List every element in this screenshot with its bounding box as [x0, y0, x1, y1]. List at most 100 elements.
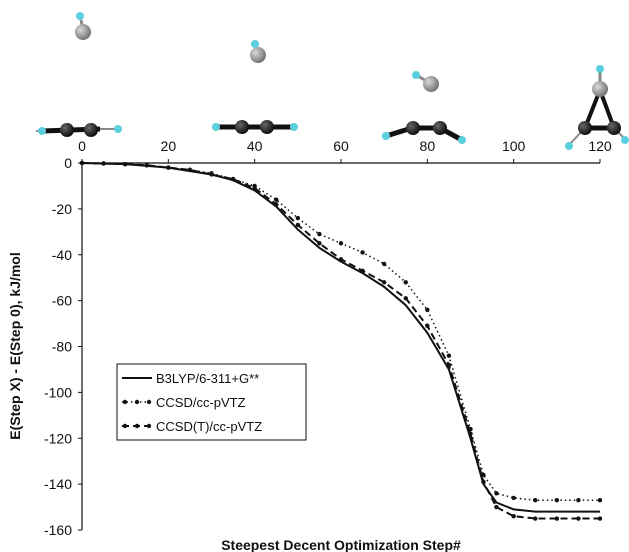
legend-marker [134, 399, 140, 405]
series-layer [79, 160, 603, 521]
carbon-atom [607, 121, 621, 135]
metal-atom [250, 47, 266, 63]
series-3-point [533, 516, 538, 521]
hydrogen-atom [382, 132, 390, 140]
series-2-point [295, 215, 301, 221]
series-2-point [446, 353, 452, 358]
series-3-point [494, 504, 499, 510]
y-tick-label: -20 [52, 201, 72, 217]
series-2-point [338, 241, 344, 246]
hydrogen-atom [290, 123, 298, 131]
series-2-point [481, 472, 486, 478]
series-3-point [511, 514, 516, 519]
molecule-step-40 [212, 40, 298, 134]
series-2-point [274, 197, 279, 202]
series-2-point [360, 250, 365, 255]
series-2-point [403, 280, 408, 285]
molecule-step-120 [565, 65, 629, 150]
legend-label-1: B3LYP/6-311+G** [156, 371, 259, 386]
series-3-point [295, 222, 301, 228]
legend-marker [146, 399, 152, 405]
series-2-point [425, 307, 430, 312]
hydrogen-atom [596, 65, 604, 73]
y-tick-label: -40 [52, 247, 72, 263]
series-2-point [494, 491, 499, 496]
legend-marker [134, 423, 140, 429]
series-3-point [122, 161, 128, 167]
series-2-point [381, 261, 387, 267]
series-3-point [425, 323, 430, 329]
series-3-point [338, 257, 344, 262]
x-tick-label: 120 [588, 138, 612, 154]
carbon-atom [260, 120, 274, 134]
y-tick-label: -120 [44, 430, 72, 446]
carbon-atom [84, 123, 98, 137]
series-3-point [230, 176, 236, 182]
hydrogen-atom [38, 127, 46, 135]
y-tick-label: -100 [44, 384, 72, 400]
hydrogen-atom [76, 12, 84, 20]
series-3-point [209, 172, 214, 177]
series-2-point [554, 497, 560, 503]
carbon-atom [578, 121, 592, 135]
legend-label-2: CCSD/cc-pVTZ [156, 395, 246, 410]
series-3-point [187, 167, 193, 173]
series-3-point [317, 241, 322, 246]
x-tick-label: 40 [247, 138, 263, 154]
x-tick-label: 20 [161, 138, 177, 154]
y-tick-label: -60 [52, 293, 72, 309]
carbon-atom [235, 120, 249, 134]
molecule-step-0 [36, 12, 122, 137]
metal-atom [592, 81, 608, 97]
x-tick-labels: 0 20 40 60 80 100 120 [78, 138, 612, 163]
legend-marker [122, 423, 128, 429]
y-tick-labels: 0 -20 -40 -60 -80 -100 -120 -140 -160 [44, 155, 82, 538]
metal-atom [75, 24, 91, 40]
series-3-point [481, 479, 486, 485]
series-3-point [274, 202, 279, 207]
series-2-point [511, 495, 516, 501]
hydrogen-atom [412, 71, 420, 79]
y-tick-label: -160 [44, 522, 72, 538]
legend-marker [122, 399, 128, 405]
legend-label-3: CCSD(T)/cc-pVTZ [156, 419, 262, 434]
y-tick-label: -80 [52, 339, 72, 355]
carbon-atom [433, 121, 447, 135]
hydrogen-atom [565, 142, 573, 150]
molecule-structures [36, 12, 629, 150]
metal-atom [423, 76, 439, 92]
hydrogen-atom [458, 136, 466, 144]
y-tick-label: 0 [64, 155, 72, 171]
hydrogen-atom [114, 125, 122, 133]
series-2-point [597, 497, 603, 503]
series-3-point [403, 296, 408, 301]
hydrogen-atom [621, 136, 629, 144]
x-tick-label: 80 [420, 138, 436, 154]
series-line-3 [81, 162, 600, 520]
series-line-2 [81, 162, 600, 501]
series-3-point [101, 161, 106, 166]
y-axis-title: E(Step X) - E(Step 0), kJ/mol [7, 252, 23, 439]
carbon-atom [60, 123, 74, 137]
series-3-point [446, 362, 452, 368]
x-axis-title: Steepest Decent Optimization Step# [221, 537, 461, 552]
x-tick-label: 0 [78, 138, 86, 154]
hydrogen-atom [212, 123, 220, 131]
series-3-point [252, 186, 257, 191]
series-2-point [533, 497, 538, 503]
carbon-atom [406, 121, 420, 135]
series-2-point [317, 231, 322, 237]
y-tick-label: -140 [44, 476, 72, 492]
series-3-point [554, 516, 560, 521]
series-3-point [144, 163, 149, 168]
legend-marker [146, 423, 152, 429]
legend: B3LYP/6-311+G** CCSD/cc-pVTZ CCSD(T)/cc-pV… [116, 363, 307, 441]
series-2-point [576, 497, 581, 503]
series-3-point [597, 516, 603, 521]
series-3-point [381, 280, 387, 285]
x-tick-label: 100 [502, 138, 526, 154]
x-tick-label: 60 [333, 138, 349, 154]
series-line-1 [81, 162, 600, 513]
molecule-step-80 [382, 71, 466, 144]
